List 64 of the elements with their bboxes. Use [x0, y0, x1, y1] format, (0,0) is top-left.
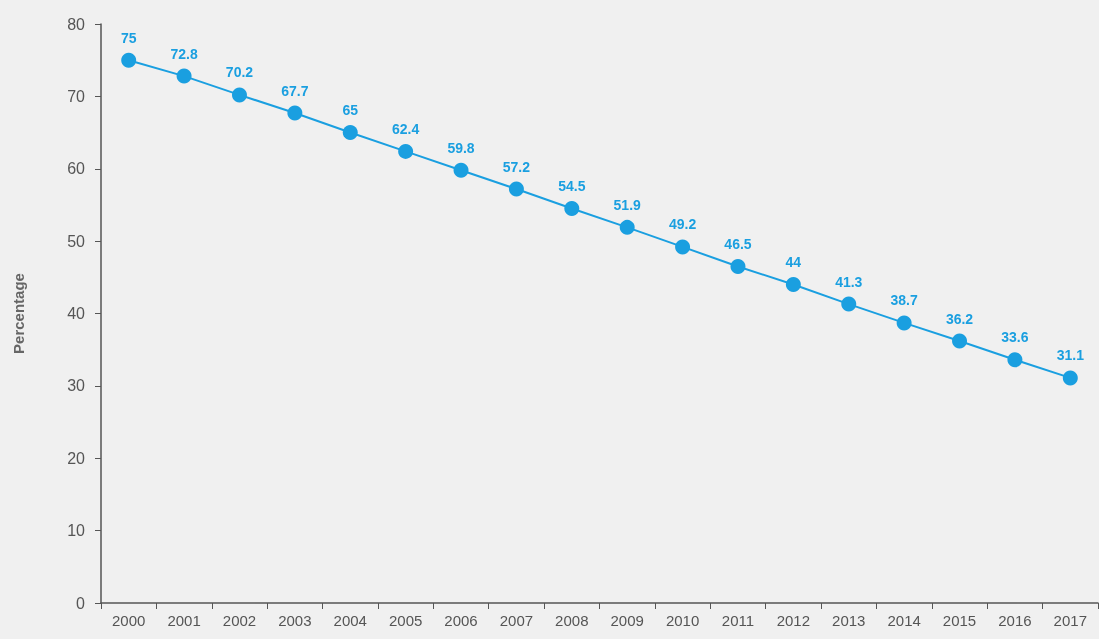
point — [564, 201, 580, 217]
point — [896, 315, 912, 331]
point — [342, 125, 358, 141]
x-tick-label: 2009 — [610, 612, 644, 629]
x-tick-label: 2000 — [112, 612, 146, 629]
y-tick-label: 20 — [67, 449, 86, 467]
data-label: 46.5 — [724, 235, 752, 252]
y-tick-label: 40 — [67, 305, 86, 322]
point — [952, 333, 968, 349]
y-tick-label: 10 — [67, 522, 86, 540]
x-tick-label: 2014 — [887, 612, 921, 629]
point — [730, 258, 746, 274]
data-label: 49.2 — [668, 216, 697, 233]
data-label: 72.8 — [170, 45, 198, 62]
data-label: 75 — [120, 29, 137, 46]
y-tick-label: 30 — [67, 377, 86, 395]
point — [619, 219, 635, 235]
y-tick-label: 50 — [67, 232, 86, 250]
x-tick-label: 2008 — [555, 612, 589, 629]
point — [287, 105, 303, 121]
point — [841, 296, 857, 312]
x-tick-label: 2003 — [278, 612, 312, 629]
y-tick-label: 80 — [67, 15, 86, 33]
point — [508, 181, 524, 197]
data-label: 57.2 — [502, 158, 531, 175]
point — [176, 68, 192, 84]
point — [453, 162, 469, 178]
point — [231, 87, 247, 103]
x-tick-label: 2007 — [499, 612, 534, 629]
x-tick-label: 2005 — [388, 612, 423, 629]
data-label: 38.7 — [890, 292, 918, 309]
data-label: 62.4 — [392, 120, 420, 137]
x-tick-label: 2017 — [1053, 612, 1087, 629]
point — [398, 143, 414, 159]
data-label: 36.2 — [945, 310, 974, 327]
y-tick-label: 70 — [67, 87, 86, 105]
x-tick-label: 2015 — [942, 612, 977, 629]
data-label: 65 — [342, 102, 359, 119]
x-tick-label: 2010 — [665, 612, 700, 629]
data-label: 70.2 — [225, 64, 254, 81]
data-label: 59.8 — [447, 139, 475, 156]
data-label: 51.9 — [613, 196, 642, 213]
y-axis-title: Percentage — [10, 273, 27, 354]
point — [1007, 352, 1023, 368]
x-tick-label: 2001 — [167, 612, 201, 629]
point — [1062, 370, 1078, 386]
data-label: 67.7 — [281, 82, 309, 99]
data-label: 33.6 — [1001, 329, 1029, 346]
data-label: 41.3 — [835, 273, 863, 290]
x-tick-label: 2011 — [721, 612, 755, 629]
data-label: 44 — [785, 254, 802, 271]
x-tick-label: 2004 — [333, 612, 367, 629]
y-tick-label: 0 — [76, 594, 86, 612]
x-tick-label: 2006 — [444, 612, 478, 629]
data-label: 31.1 — [1056, 347, 1085, 364]
x-tick-label: 2016 — [998, 612, 1032, 629]
point — [121, 52, 137, 68]
y-tick-label: 60 — [67, 160, 86, 178]
point — [785, 277, 801, 293]
point — [675, 239, 691, 255]
x-tick-label: 2013 — [832, 612, 866, 629]
x-tick-label: 2002 — [222, 612, 257, 629]
data-label: 54.5 — [558, 178, 586, 195]
x-tick-label: 2012 — [776, 612, 811, 629]
